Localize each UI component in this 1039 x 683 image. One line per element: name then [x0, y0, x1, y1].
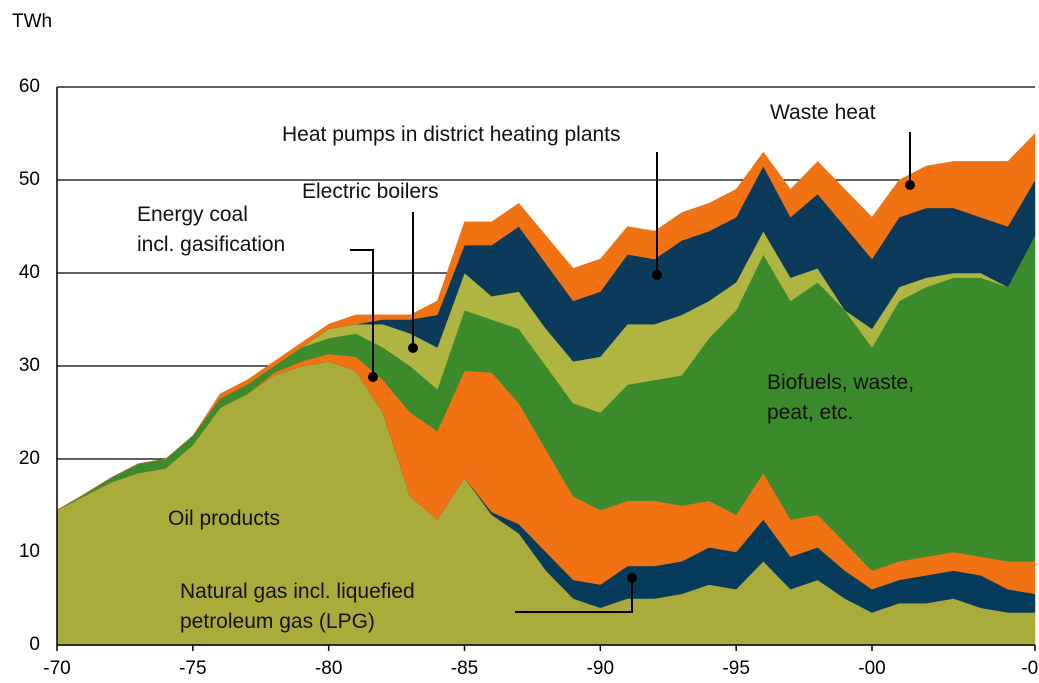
leader-dot — [368, 372, 378, 382]
series-label: Electric boilers — [302, 177, 439, 207]
y-tick-label: 10 — [19, 541, 40, 562]
leader-line — [350, 249, 374, 377]
series-label-line: Natural gas incl. liquefied — [180, 580, 415, 603]
series-label-line: peat, etc. — [767, 401, 854, 424]
area — [56, 132, 1036, 511]
x-tick-label: -00 — [858, 658, 885, 679]
series-label: Biofuels, waste, peat, etc. — [767, 368, 914, 428]
x-tick-label: -95 — [722, 658, 749, 679]
series-label: Heat pumps in district heating plants — [282, 120, 621, 150]
series-label-line: Electric boilers — [302, 180, 439, 203]
leader-dot — [627, 573, 637, 583]
x-tick-label: -90 — [587, 658, 614, 679]
y-tick-label: 50 — [19, 169, 40, 190]
series-label-line: Waste heat — [770, 101, 876, 124]
x-tick-label: -70 — [43, 658, 70, 679]
y-tick-label: 40 — [19, 262, 40, 283]
series-label: Waste heat — [770, 98, 875, 128]
series-label-line: Heat pumps in district heating plants — [282, 123, 621, 146]
x-tick-label: -75 — [179, 658, 206, 679]
leader-dot — [408, 343, 418, 353]
x-tick-label: -80 — [315, 658, 342, 679]
leader-dot — [905, 180, 915, 190]
series-label-line: Biofuels, waste, — [767, 371, 915, 394]
series-label: Energy coal incl. gasification — [137, 200, 285, 260]
series-label: Natural gas incl. liquefied petroleum gas… — [180, 577, 415, 637]
y-axis-label: TWh — [12, 11, 52, 32]
y-tick-label: 30 — [19, 355, 40, 376]
y-tick-label: 20 — [19, 448, 40, 469]
series-label-line: petroleum gas (LPG) — [180, 610, 375, 633]
leader-line — [515, 578, 633, 613]
y-tick-label: 60 — [19, 76, 40, 97]
x-tick-label: -85 — [451, 658, 478, 679]
x-tick-label: -06 — [1021, 658, 1039, 679]
series-label-line: Energy coal — [137, 203, 248, 226]
leader-dot — [652, 270, 662, 280]
series-label: Oil products — [168, 504, 280, 534]
y-tick-label: 0 — [29, 634, 40, 655]
series-label-line: incl. gasification — [137, 233, 286, 256]
series-label-line: Oil products — [168, 507, 281, 530]
